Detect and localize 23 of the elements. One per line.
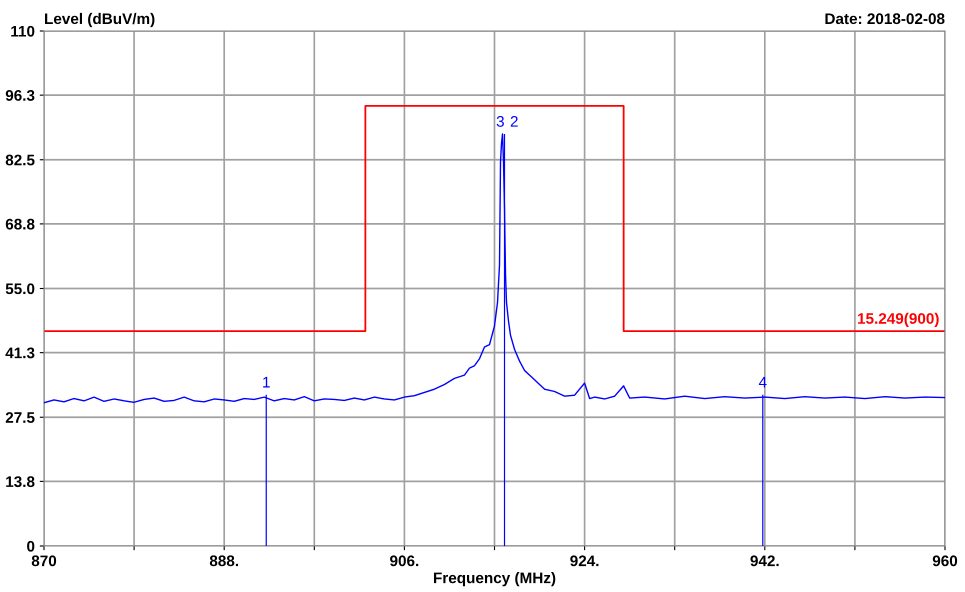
- y-tick-label: 110: [11, 26, 34, 37]
- chart-subtitle: Date: 2018-02-08: [825, 13, 945, 24]
- y-tick-label: 13.8: [6, 476, 35, 488]
- x-tick-label: 906.: [390, 555, 418, 566]
- y-tick-label: 82.5: [6, 154, 35, 166]
- x-tick-label: 960: [932, 555, 958, 566]
- annotation: 2: [510, 116, 518, 127]
- y-tick-label: 27.5: [6, 412, 35, 423]
- x-tick-label: 870: [32, 555, 56, 566]
- x-tick-label: 924.: [570, 555, 598, 566]
- annotation: 4: [758, 376, 767, 388]
- y-tick-label: 0: [27, 540, 34, 552]
- y-tick-label: 41.3: [5, 348, 34, 358]
- y-tick-label: 55.0: [6, 283, 34, 294]
- annotation: 15.249(900): [858, 312, 939, 327]
- x-tick-label: 888.: [210, 555, 238, 566]
- annotation: 3: [496, 116, 504, 127]
- y-tick-label: 68.8: [6, 218, 35, 230]
- x-axis-title: Frequency (MHz): [434, 572, 556, 586]
- y-tick-label: 96.3: [6, 90, 34, 101]
- annotation: 1: [263, 376, 270, 388]
- y-axis-title: Level (dBuV/m): [45, 12, 154, 28]
- x-tick-label: 942.: [750, 555, 779, 566]
